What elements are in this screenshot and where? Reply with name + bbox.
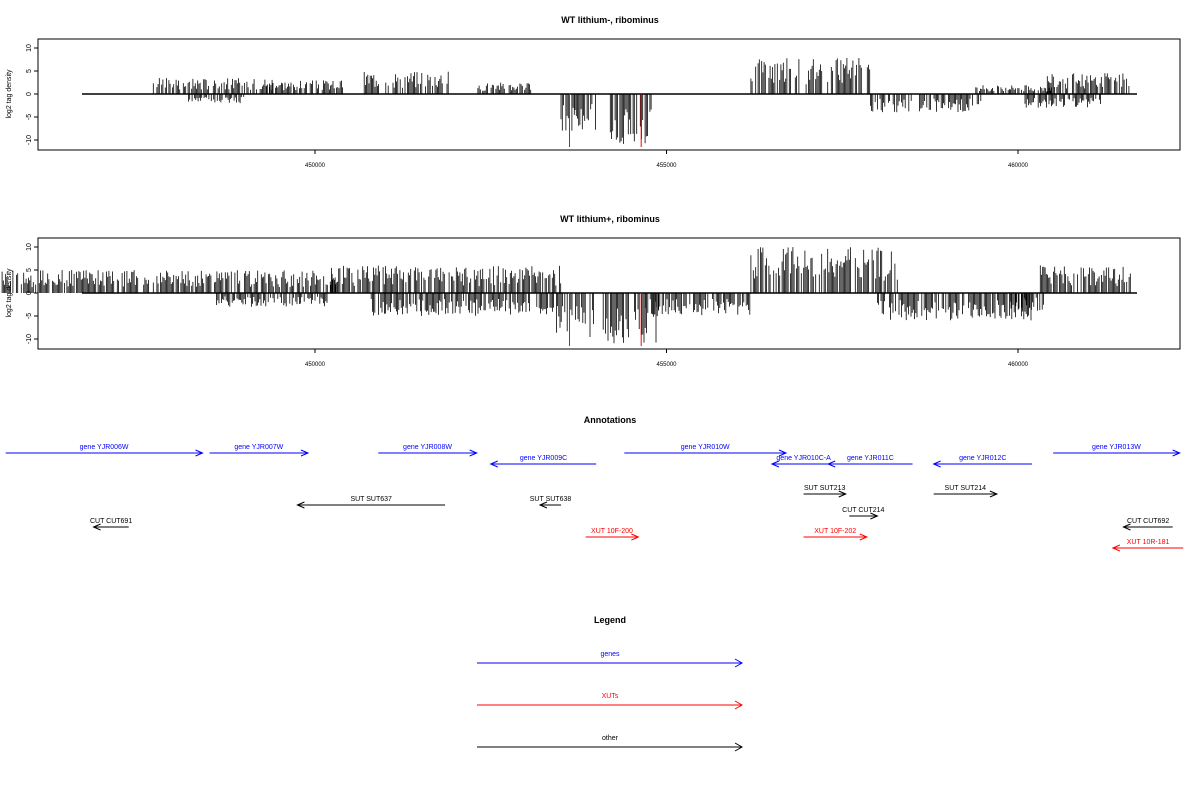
annotation-label: gene YJR010C-A [776, 455, 831, 462]
annotation-arrow-head [826, 460, 836, 468]
x-tick-label: 450000 [305, 163, 326, 169]
annotation-label: SUT SUT638 [530, 496, 572, 503]
annotation-arrow-head [631, 533, 640, 541]
annotation-arrow-head [489, 460, 498, 468]
legend-arrow-head [734, 742, 744, 752]
track-2-title: WT lithium+, ribominus [560, 214, 660, 224]
track-1-ylabel: log2 tag density [6, 69, 13, 119]
y-tick-label: 10 [26, 243, 33, 251]
annotation-arrow-head [195, 449, 204, 457]
legend-arrow-head [734, 700, 744, 710]
annotation-other: CUT CUT214 [842, 507, 885, 520]
annotation-other: CUT CUT691 [90, 518, 132, 531]
annotation-label: SUT SUT214 [945, 485, 987, 492]
y-tick-label: 5 [26, 69, 33, 73]
legend-panel: Legend genes XUTs other [477, 615, 744, 752]
annotations-panel: Annotations gene YJR005Wgene YJR005C-Age… [5, 415, 1184, 552]
track-panel-2: WT lithium+, ribominus log2 tag density … [1, 214, 1181, 368]
y-tick-label: -5 [26, 313, 33, 319]
y-tick-label: 0 [26, 92, 33, 96]
annotation-arrow-head [1172, 449, 1181, 457]
annotation-label: gene YJR010W [681, 444, 730, 451]
annotation-other: SUT SUT214 [933, 485, 999, 498]
annotation-gene: gene YJR007W [209, 444, 310, 457]
annotation-arrow-head [92, 523, 101, 531]
annotation-arrow-head [859, 533, 869, 541]
annotation-other: SUT SUT638 [530, 496, 572, 509]
annotation-gene: gene YJR010W [624, 444, 788, 457]
track-1-title: WT lithium-, ribominus [561, 15, 659, 25]
track-1-axes: -10 -5 0 5 10 450000 455000 460000 [26, 44, 1029, 169]
legend-label: XUTs [602, 693, 619, 700]
track-1-signal [82, 58, 1137, 147]
annotation-arrow-head [778, 449, 788, 457]
annotation-arrow-head [932, 460, 941, 468]
annotation-arrow-head [296, 501, 305, 509]
track-1-frame [37, 38, 1181, 151]
annotation-gene: gene YJR010C-A [770, 455, 836, 468]
annotation-xut: XUT 10F-202 [803, 528, 869, 541]
x-tick-label: 460000 [1008, 163, 1029, 169]
annotation-label: gene YJR007W [234, 444, 283, 451]
annotation-label: gene YJR011C [847, 455, 894, 462]
annotation-arrow-head [469, 449, 478, 457]
annotation-gene: gene YJR012C [932, 455, 1033, 468]
annotation-label: gene YJR013W [1092, 444, 1141, 451]
annotation-arrow-head [989, 490, 999, 498]
annotation-xut: XUT 10F-200 [585, 528, 640, 541]
annotation-arrow-head [1111, 544, 1121, 552]
annotation-gene: gene YJR006W [5, 444, 204, 457]
legend-entry-xuts: XUTs [477, 693, 744, 710]
annotation-other: SUT SUT637 [296, 496, 446, 509]
x-tick-label: 455000 [656, 362, 677, 368]
track-2-frame [37, 237, 1181, 350]
annotation-other: CUT CUT692 [1122, 518, 1173, 531]
x-tick-label: 460000 [1008, 362, 1029, 368]
annotation-arrow-head [538, 501, 548, 509]
annotation-arrow-head [838, 490, 848, 498]
annotation-arrow-head [1122, 523, 1131, 531]
annotation-label: XUT 10F-200 [591, 528, 633, 535]
annotation-label: gene YJR006W [80, 444, 129, 451]
x-tick-label: 455000 [656, 163, 677, 169]
annotation-label: XUT 10F-202 [814, 528, 856, 535]
annotations-title: Annotations [584, 415, 637, 425]
annotation-arrow-head [870, 512, 879, 520]
annotation-gene: gene YJR011C [826, 455, 913, 468]
y-tick-label: 5 [26, 268, 33, 272]
y-tick-label: -10 [26, 135, 33, 145]
annotation-label: gene YJR012C [959, 455, 1006, 462]
annotation-label: SUT SUT637 [350, 496, 392, 503]
legend-entry-genes: genes [477, 651, 744, 668]
legend-arrow-head [734, 658, 744, 668]
annotation-gene: gene YJR008W [378, 444, 478, 457]
annotation-arrow-head [300, 449, 310, 457]
annotation-other: SUT SUT213 [803, 485, 848, 498]
annotation-label: gene YJR009C [520, 455, 567, 462]
legend-title: Legend [594, 615, 626, 625]
annotation-arrow-head [770, 460, 780, 468]
y-tick-label: -5 [26, 114, 33, 120]
track-2-signal [1, 247, 1137, 346]
track-panel-1: WT lithium-, ribominus log2 tag density … [6, 15, 1181, 169]
annotation-label: CUT CUT691 [90, 518, 132, 525]
annotation-label: CUT CUT214 [842, 507, 884, 514]
annotation-label: CUT CUT692 [1127, 518, 1169, 525]
x-tick-label: 450000 [305, 362, 326, 368]
annotation-xut: XUT 10R-181 [1111, 539, 1184, 552]
y-tick-label: -10 [26, 334, 33, 344]
annotation-label: gene YJR008W [403, 444, 452, 451]
legend-label: other [602, 735, 619, 742]
legend-label: genes [600, 651, 620, 658]
annotation-gene: gene YJR009C [489, 455, 597, 468]
annotation-label: XUT 10R-181 [1127, 539, 1170, 546]
legend-entry-other: other [477, 735, 744, 752]
annotation-gene: gene YJR013W [1053, 444, 1181, 457]
y-tick-label: 10 [26, 44, 33, 52]
annotation-label: SUT SUT213 [804, 485, 846, 492]
